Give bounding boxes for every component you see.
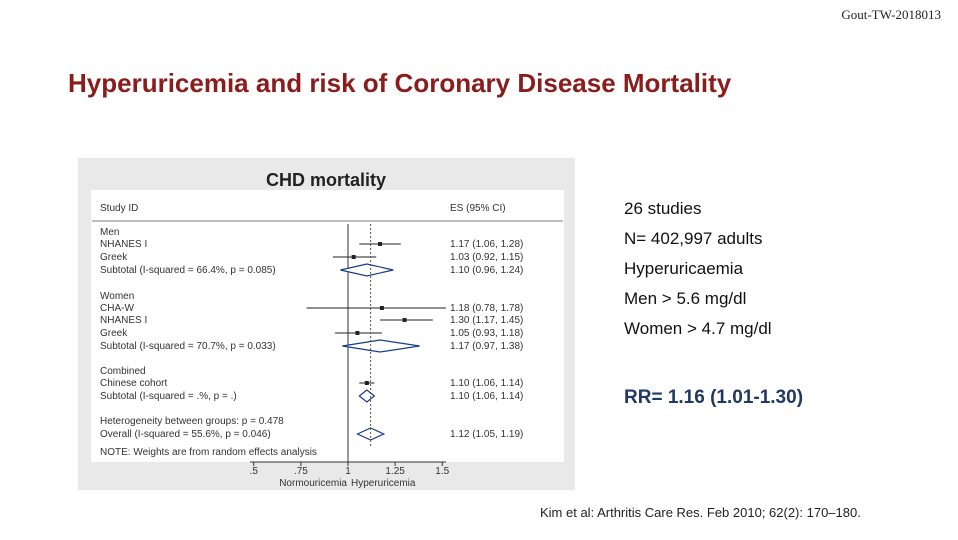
row-es: 1.12 (1.05, 1.19)	[450, 429, 523, 440]
x-tick-label: .75	[294, 466, 308, 477]
row-label: Greek	[100, 328, 128, 339]
row-label: Overall (I-squared = 55.6%, p = 0.046)	[100, 429, 271, 440]
col-study: Study ID	[100, 203, 138, 214]
point	[364, 381, 369, 385]
citation: Kim et al: Arthritis Care Res. Feb 2010;…	[540, 505, 861, 520]
figure-panel	[91, 190, 564, 462]
slide-title: Hyperuricemia and risk of Coronary Disea…	[68, 68, 732, 98]
row-label: NHANES I	[100, 315, 147, 326]
x-tick-label: 1.5	[435, 466, 449, 477]
row-es: 1.05 (0.93, 1.18)	[450, 328, 523, 339]
note: NOTE: Weights are from random effects an…	[100, 447, 317, 458]
rr-result: RR= 1.16 (1.01-1.30)	[624, 387, 803, 408]
doc-code: Gout-TW-2018013	[841, 7, 941, 22]
row-es: 1.17 (1.06, 1.28)	[450, 239, 523, 250]
point	[402, 318, 407, 322]
x-tick-label: 1.25	[385, 466, 405, 477]
row-label: NHANES I	[100, 239, 147, 250]
x-tick-label: 1	[345, 466, 351, 477]
row-label: Subtotal (I-squared = 66.4%, p = 0.085)	[100, 265, 276, 276]
row-es: 1.17 (0.97, 1.38)	[450, 341, 523, 352]
row-label: CHA-W	[100, 303, 134, 314]
row-es: 1.10 (1.06, 1.14)	[450, 391, 523, 402]
row-es: 1.10 (1.06, 1.14)	[450, 378, 523, 389]
row-es: 1.03 (0.92, 1.15)	[450, 252, 523, 263]
row-label: Combined	[100, 366, 146, 377]
row-label: Chinese cohort	[100, 378, 167, 389]
row-label: Men	[100, 227, 119, 238]
left-label: Normouricemia	[279, 478, 347, 489]
diamond	[342, 339, 420, 353]
summary-line: Women > 4.7 mg/dl	[624, 319, 772, 338]
col-es: ES (95% CI)	[450, 203, 506, 214]
row-label: Women	[100, 291, 134, 302]
diamond	[340, 263, 394, 277]
summary-line: Men > 5.6 mg/dl	[624, 289, 746, 308]
row-es: 1.10 (0.96, 1.24)	[450, 265, 523, 276]
summary-line: Hyperuricaemia	[624, 259, 744, 278]
row-es: 1.30 (1.17, 1.45)	[450, 315, 523, 326]
row-es: 1.18 (0.78, 1.78)	[450, 303, 523, 314]
point	[355, 331, 360, 335]
row-label: Subtotal (I-squared = 70.7%, p = 0.033)	[100, 341, 276, 352]
point	[351, 255, 356, 259]
point	[378, 242, 383, 246]
point	[379, 306, 384, 310]
summary-line: 26 studies	[624, 199, 702, 218]
right-label: Hyperuricemia	[351, 478, 416, 489]
summary-line: N= 402,997 adults	[624, 229, 762, 248]
figure-title: CHD mortality	[266, 170, 386, 190]
row-label: Subtotal (I-squared = .%, p = .)	[100, 391, 237, 402]
row-label: Greek	[100, 252, 128, 263]
row-label: Heterogeneity between groups: p = 0.478	[100, 416, 284, 427]
summary: 26 studies N= 402,997 adults Hyperuricaemi…	[624, 199, 803, 408]
x-tick-label: .5	[250, 466, 259, 477]
